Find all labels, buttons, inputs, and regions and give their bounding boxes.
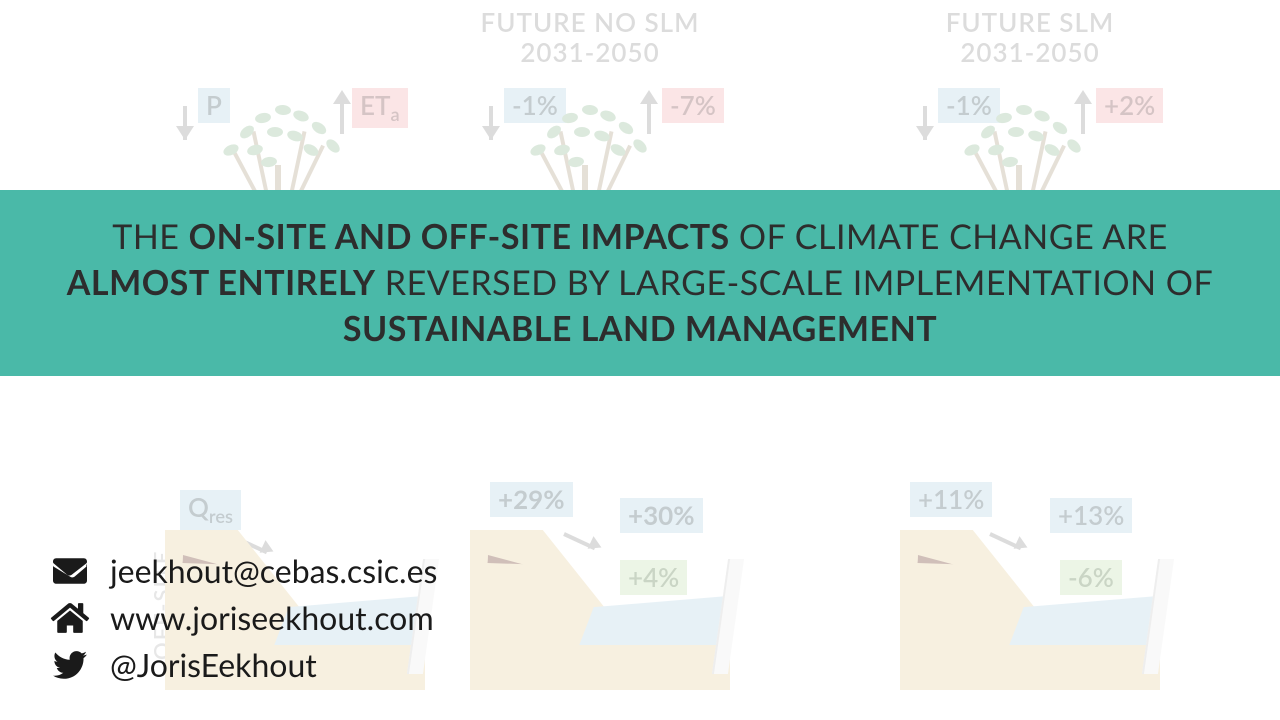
email-icon (48, 553, 92, 589)
contact-twitter-text: @JorisEekhout (110, 645, 317, 684)
title-future-no-slm: FUTURE NO SLM 2031-2050 (440, 8, 740, 68)
label-et-noslm: -7% (662, 88, 724, 123)
twitter-icon (48, 647, 92, 683)
label-flood-slm: +13% (1050, 498, 1132, 533)
label-qres-noslm: +29% (490, 482, 573, 517)
label-eta: ETa (352, 88, 408, 128)
arrow-down-precip (178, 96, 192, 140)
label-et-slm: +2% (1096, 88, 1163, 123)
reservoir-noslm (470, 530, 730, 690)
contact-email-row: jeekhout@cebas.csic.es (48, 551, 437, 590)
contact-twitter-row: @JorisEekhout (48, 645, 437, 684)
arrow-down-precip-noslm (484, 96, 498, 140)
contact-email-text: jeekhout@cebas.csic.es (110, 551, 437, 590)
home-icon (48, 600, 92, 636)
headline-text: THE ON-SITE AND OFF-SITE IMPACTS OF CLIM… (50, 214, 1230, 352)
contact-website-text: www.joriseekhout.com (110, 598, 434, 637)
label-flood-noslm: +30% (620, 498, 703, 533)
label-qres-slm: +11% (910, 482, 992, 517)
arrow-down-precip-slm (918, 96, 932, 140)
contact-website-row: www.joriseekhout.com (48, 598, 437, 637)
contact-block: jeekhout@cebas.csic.es www.joriseekhout.… (48, 543, 437, 692)
reservoir-slm (900, 530, 1160, 690)
headline-banner: THE ON-SITE AND OFF-SITE IMPACTS OF CLIM… (0, 190, 1280, 376)
title-future-slm: FUTURE SLM 2031-2050 (880, 8, 1180, 68)
